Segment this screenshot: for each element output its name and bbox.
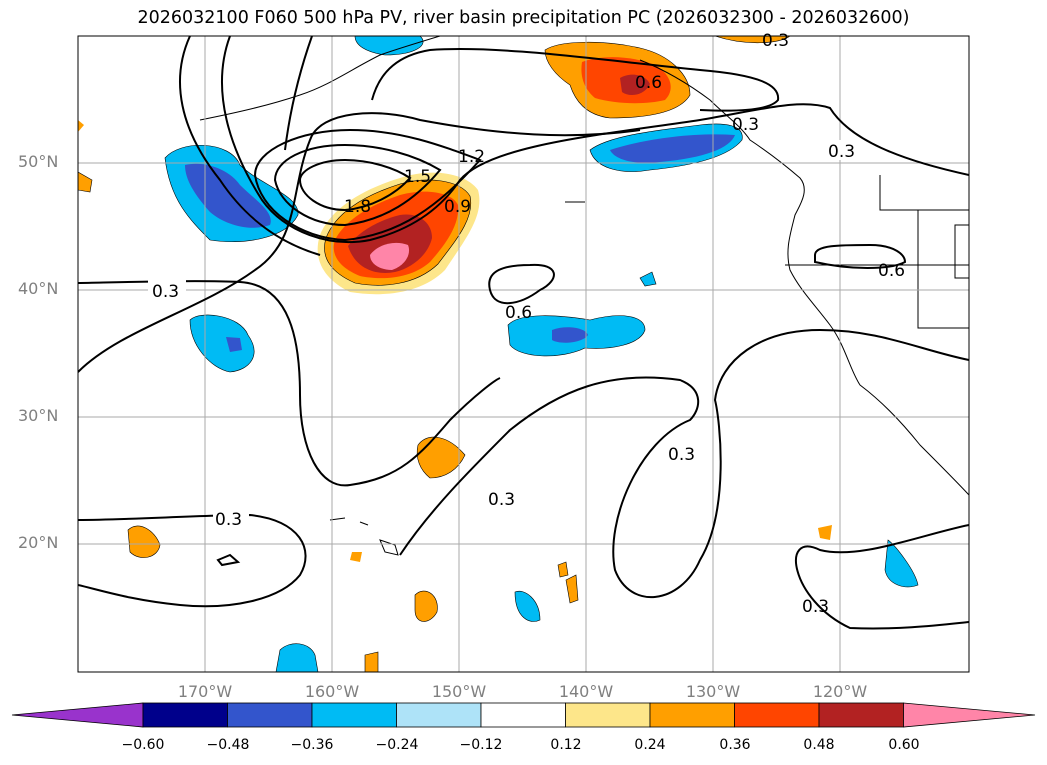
lon-tick: 140°W — [558, 682, 614, 701]
contour-label: 1.8 — [344, 197, 371, 217]
contour-label: 0.9 — [444, 197, 471, 217]
contour-label: 0.6 — [635, 73, 662, 93]
lat-tick: 40°N — [18, 279, 59, 298]
map-frame — [77, 35, 970, 673]
colorbar-extend-max — [903, 702, 1036, 728]
colorbar-swatch — [227, 702, 313, 728]
pv-contours — [78, 36, 969, 630]
colorbar-label: −0.36 — [290, 737, 334, 753]
contour-label: 0.3 — [802, 597, 829, 617]
lon-tick: 130°W — [685, 682, 741, 701]
colorbar-label: 0.24 — [634, 737, 666, 753]
colorbar-label: −0.60 — [121, 737, 165, 753]
contour-label: 0.3 — [668, 445, 695, 465]
colorbar-swatch — [734, 702, 820, 728]
colorbar-swatch — [396, 702, 482, 728]
graticule — [78, 36, 969, 672]
colorbar-label: 0.36 — [719, 737, 751, 753]
lon-tick: 120°W — [812, 682, 868, 701]
contour-label: 0.3 — [828, 142, 855, 162]
contour-label: 0.3 — [488, 490, 515, 510]
colorbar-label: 0.12 — [550, 737, 582, 753]
lon-tick: 150°W — [431, 682, 487, 701]
contour-label: 0.6 — [505, 303, 532, 323]
colorbar — [11, 702, 1036, 728]
lat-tick: 30°N — [18, 406, 59, 425]
lat-tick: 20°N — [18, 533, 59, 552]
colorbar-swatch — [142, 702, 228, 728]
contour-label: 1.2 — [458, 147, 485, 167]
contour-label: 0.3 — [152, 282, 179, 302]
colorbar-swatch — [480, 702, 566, 728]
colorbar-label: −0.48 — [206, 737, 250, 753]
colorbar-label: 0.60 — [888, 737, 920, 753]
contour-label: 0.3 — [215, 510, 242, 530]
colorbar-swatch — [565, 702, 651, 728]
contour-label: 0.3 — [732, 115, 759, 135]
precip-shading-negative — [164, 36, 919, 672]
map-title: 2026032100 F060 500 hPa PV, river basin … — [137, 8, 910, 28]
colorbar-swatch — [649, 702, 735, 728]
colorbar-label: −0.12 — [459, 737, 503, 753]
colorbar-swatch — [818, 702, 904, 728]
colorbar-label: 0.48 — [803, 737, 835, 753]
contour-label: 0.6 — [878, 261, 905, 281]
lat-tick: 50°N — [18, 152, 59, 171]
colorbar-extend-min — [11, 702, 144, 728]
lon-tick: 170°W — [177, 682, 233, 701]
lon-tick: 160°W — [304, 682, 360, 701]
colorbar-label: −0.24 — [375, 737, 419, 753]
contour-label: 1.5 — [404, 167, 431, 187]
contour-label: 0.3 — [762, 31, 789, 51]
colorbar-swatch — [311, 702, 397, 728]
